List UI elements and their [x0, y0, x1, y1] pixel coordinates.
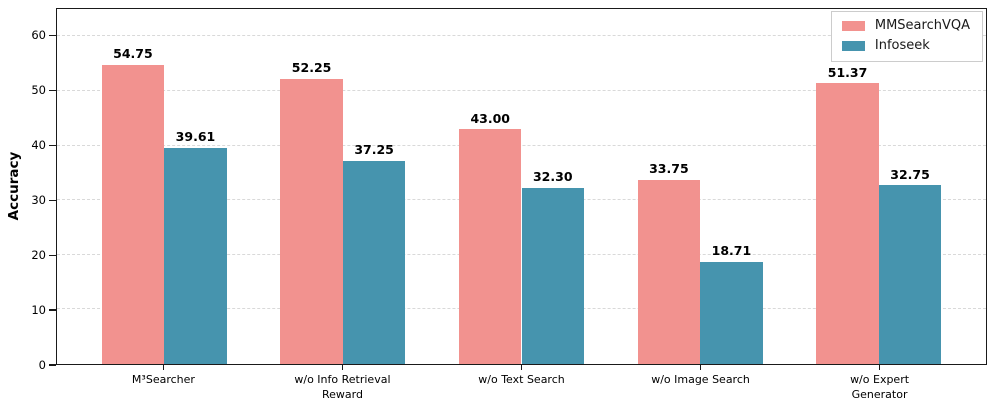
- value-label: 32.75: [890, 166, 930, 182]
- value-label: 51.37: [827, 64, 868, 80]
- x-category-label: w/o Image Search: [651, 373, 750, 386]
- y-tick-label: 60: [31, 27, 46, 42]
- y-tick-label: 0: [38, 357, 46, 372]
- bar-infoseek-4: [878, 185, 942, 364]
- bar-mmsearchvqa-2: [458, 129, 522, 364]
- bar-mmsearchvqa-1: [280, 78, 343, 364]
- value-label: 18.71: [711, 243, 752, 259]
- legend-label-infoseek: Infoseek: [874, 38, 930, 54]
- y-axis-title: Accuracy: [6, 151, 22, 221]
- y-tick-label: 40: [31, 137, 46, 152]
- legend-item-mmsearchvqa: MMSearchVQA: [841, 18, 970, 33]
- legend-swatch-infoseek: [841, 41, 865, 52]
- value-label: 33.75: [649, 161, 689, 177]
- value-label: 43.00: [470, 110, 511, 126]
- y-tick-mark: [49, 199, 56, 201]
- gridline: [57, 35, 986, 37]
- value-label: 32.30: [532, 169, 573, 185]
- legend-swatch-mmsearchvqa: [841, 21, 865, 32]
- y-tick-mark: [49, 34, 56, 37]
- y-tick-label: 20: [31, 247, 46, 262]
- x-category-label: M³Searcher: [131, 373, 195, 386]
- x-tick-mark: [699, 365, 702, 370]
- gridline: [57, 144, 986, 146]
- y-tick-mark: [49, 364, 56, 366]
- y-tick-label: 30: [31, 192, 46, 207]
- x-category-label: w/o Expert Generator: [850, 373, 910, 401]
- x-tick-mark: [162, 365, 164, 370]
- y-tick-mark: [49, 89, 56, 91]
- legend-label-mmsearchvqa: MMSearchVQA: [874, 18, 970, 33]
- value-label: 39.61: [175, 129, 216, 145]
- y-tick-label: 50: [31, 82, 46, 97]
- value-label: 37.25: [354, 142, 394, 158]
- y-tick-mark: [49, 144, 56, 146]
- value-label: 54.75: [113, 46, 153, 62]
- x-category-label: w/o Text Search: [478, 373, 565, 386]
- legend: MMSearchVQA Infoseek: [830, 11, 983, 62]
- gridline: [57, 89, 986, 91]
- x-tick-mark: [878, 365, 881, 370]
- bar-infoseek-1: [342, 160, 406, 364]
- bar-mmsearchvqa-0: [101, 64, 165, 364]
- legend-item-infoseek: Infoseek: [841, 38, 970, 54]
- bar-mmsearchvqa-4: [816, 83, 879, 364]
- bar-infoseek-0: [164, 147, 227, 364]
- x-tick-mark: [520, 365, 523, 370]
- y-tick-mark: [49, 254, 56, 256]
- value-label: 52.25: [291, 60, 332, 76]
- x-tick-mark: [341, 365, 344, 370]
- y-tick-label: 10: [31, 302, 46, 317]
- bar-mmsearchvqa-3: [637, 179, 701, 364]
- plot-area: 54.75 52.25 43.00 33.75 51.37 39.61 37.25 32.30…: [56, 8, 987, 365]
- x-category-label: w/o Info Retrieval Reward: [294, 373, 391, 401]
- y-tick-mark: [49, 309, 56, 311]
- bar-infoseek-3: [700, 261, 763, 364]
- bar-infoseek-2: [521, 187, 585, 364]
